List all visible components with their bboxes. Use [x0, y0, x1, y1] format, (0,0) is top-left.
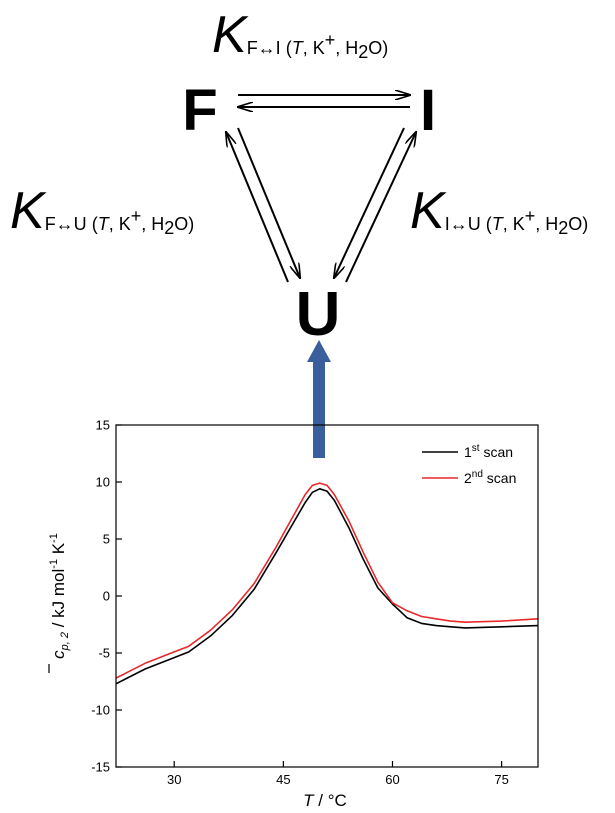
peak-to-unfolded-arrow — [307, 340, 331, 458]
series-line-2nd-scan — [115, 482, 539, 679]
k-fi-ion: , K — [303, 38, 325, 58]
x-axis-label-unit: / °C — [314, 791, 347, 810]
legend-1-sup: st — [472, 443, 480, 454]
k-fi-symbol: K — [212, 6, 249, 64]
y-axis-label-unit: / kJ mol — [49, 569, 68, 632]
k-fi-ion-charge: + — [325, 30, 336, 50]
x-axis-label: T / °C — [303, 791, 347, 810]
state-folded-label: F — [182, 78, 217, 143]
x-tick-label: 30 — [167, 772, 181, 787]
state-unfolded-label: U — [296, 280, 341, 349]
k-fi-water: , H — [335, 38, 358, 58]
dsc-chart: 30 45 60 75 15 10 5 0 -5 -10 -15 1st scan 2nd scan… — [48, 418, 539, 810]
k-iu-label: KI↔U (T, K+, H2O) — [410, 182, 588, 240]
y-axis-label-exp1: -1 — [48, 559, 60, 569]
arrow-u-to-f — [226, 132, 289, 283]
y-tick-label: 10 — [96, 475, 110, 490]
state-intermediate-label: I — [420, 78, 436, 143]
legend-2-base: 2 — [464, 470, 472, 486]
legend-1-rest: scan — [480, 444, 513, 460]
y-tick-label: 5 — [103, 532, 110, 547]
k-fu-ion: , K — [109, 214, 131, 234]
k-fu-subscript: F↔U — [45, 214, 87, 234]
y-tick-label: -10 — [91, 703, 110, 718]
series-layer — [115, 482, 539, 685]
k-fi-args-open: ( — [281, 38, 292, 58]
k-iu-ion: , K — [503, 214, 525, 234]
k-fi-subscript: F↔I — [247, 38, 281, 58]
y-tick-label: -5 — [98, 646, 110, 661]
y-axis-label-exp2: -1 — [48, 533, 60, 543]
x-tick-label: 45 — [276, 772, 290, 787]
y-tick-label: 0 — [103, 589, 110, 604]
svg-text:cp, 2 / kJ mol-1 K-1: cp, 2 / kJ mol-1 K-1 — [48, 533, 71, 659]
y-tick-label: 15 — [96, 418, 110, 433]
arrow-u-to-i — [345, 132, 416, 283]
legend: 1st scan 2nd scan — [422, 443, 516, 486]
y-axis-label: cp, 2 / kJ mol-1 K-1 — [48, 533, 71, 673]
arrow-f-to-u — [237, 127, 300, 278]
k-fi-water-sub: 2 — [358, 42, 368, 62]
arrow-i-to-u — [334, 127, 405, 278]
k-iu-water: , H — [535, 214, 558, 234]
series-line-1st-scan — [115, 487, 539, 685]
y-axis-label-kelvin: K — [49, 542, 68, 559]
blue-arrow-shaft — [313, 360, 325, 458]
k-fu-label: KF↔U (T, K+, H2O) — [10, 182, 194, 240]
k-fi-temp: T — [292, 38, 305, 58]
k-iu-subscript: I↔U — [445, 214, 481, 234]
k-fu-temp: T — [98, 214, 111, 234]
k-fu-symbol: K — [10, 182, 47, 240]
legend-label-2nd-scan: 2nd scan — [464, 469, 516, 486]
x-tick-label: 75 — [494, 772, 508, 787]
legend-1-base: 1 — [464, 444, 472, 460]
k-fu-args-open: ( — [87, 214, 98, 234]
k-fu-ion-charge: + — [131, 206, 142, 226]
k-iu-args-open: ( — [481, 214, 492, 234]
legend-2-sup: nd — [472, 469, 483, 480]
legend-label-1st-scan: 1st scan — [464, 443, 513, 460]
reaction-scheme: F I U KF↔I (T, K+, H2O) KF↔U (T, K+, H2O… — [10, 6, 588, 458]
k-fu-water: , H — [141, 214, 164, 234]
x-axis-label-symbol: T — [303, 791, 315, 810]
k-iu-water-sub: 2 — [558, 218, 568, 238]
axis-layer: 30 45 60 75 15 10 5 0 -5 -10 -15 — [91, 418, 509, 788]
k-iu-temp: T — [492, 214, 505, 234]
legend-2-rest: scan — [483, 470, 516, 486]
k-iu-water-end: O) — [568, 214, 588, 234]
k-fi-label: KF↔I (T, K+, H2O) — [212, 6, 388, 64]
y-axis-label-symbol: c — [49, 650, 68, 659]
k-fu-water-end: O) — [174, 214, 194, 234]
y-axis-label-subscript: p, 2 — [59, 632, 71, 651]
k-fu-water-sub: 2 — [164, 218, 174, 238]
blue-arrow-head — [307, 340, 331, 362]
k-iu-ion-charge: + — [525, 206, 536, 226]
x-tick-label: 60 — [385, 772, 399, 787]
k-fi-water-end: O) — [368, 38, 388, 58]
k-iu-symbol: K — [410, 182, 447, 240]
y-tick-label: -15 — [91, 760, 110, 775]
